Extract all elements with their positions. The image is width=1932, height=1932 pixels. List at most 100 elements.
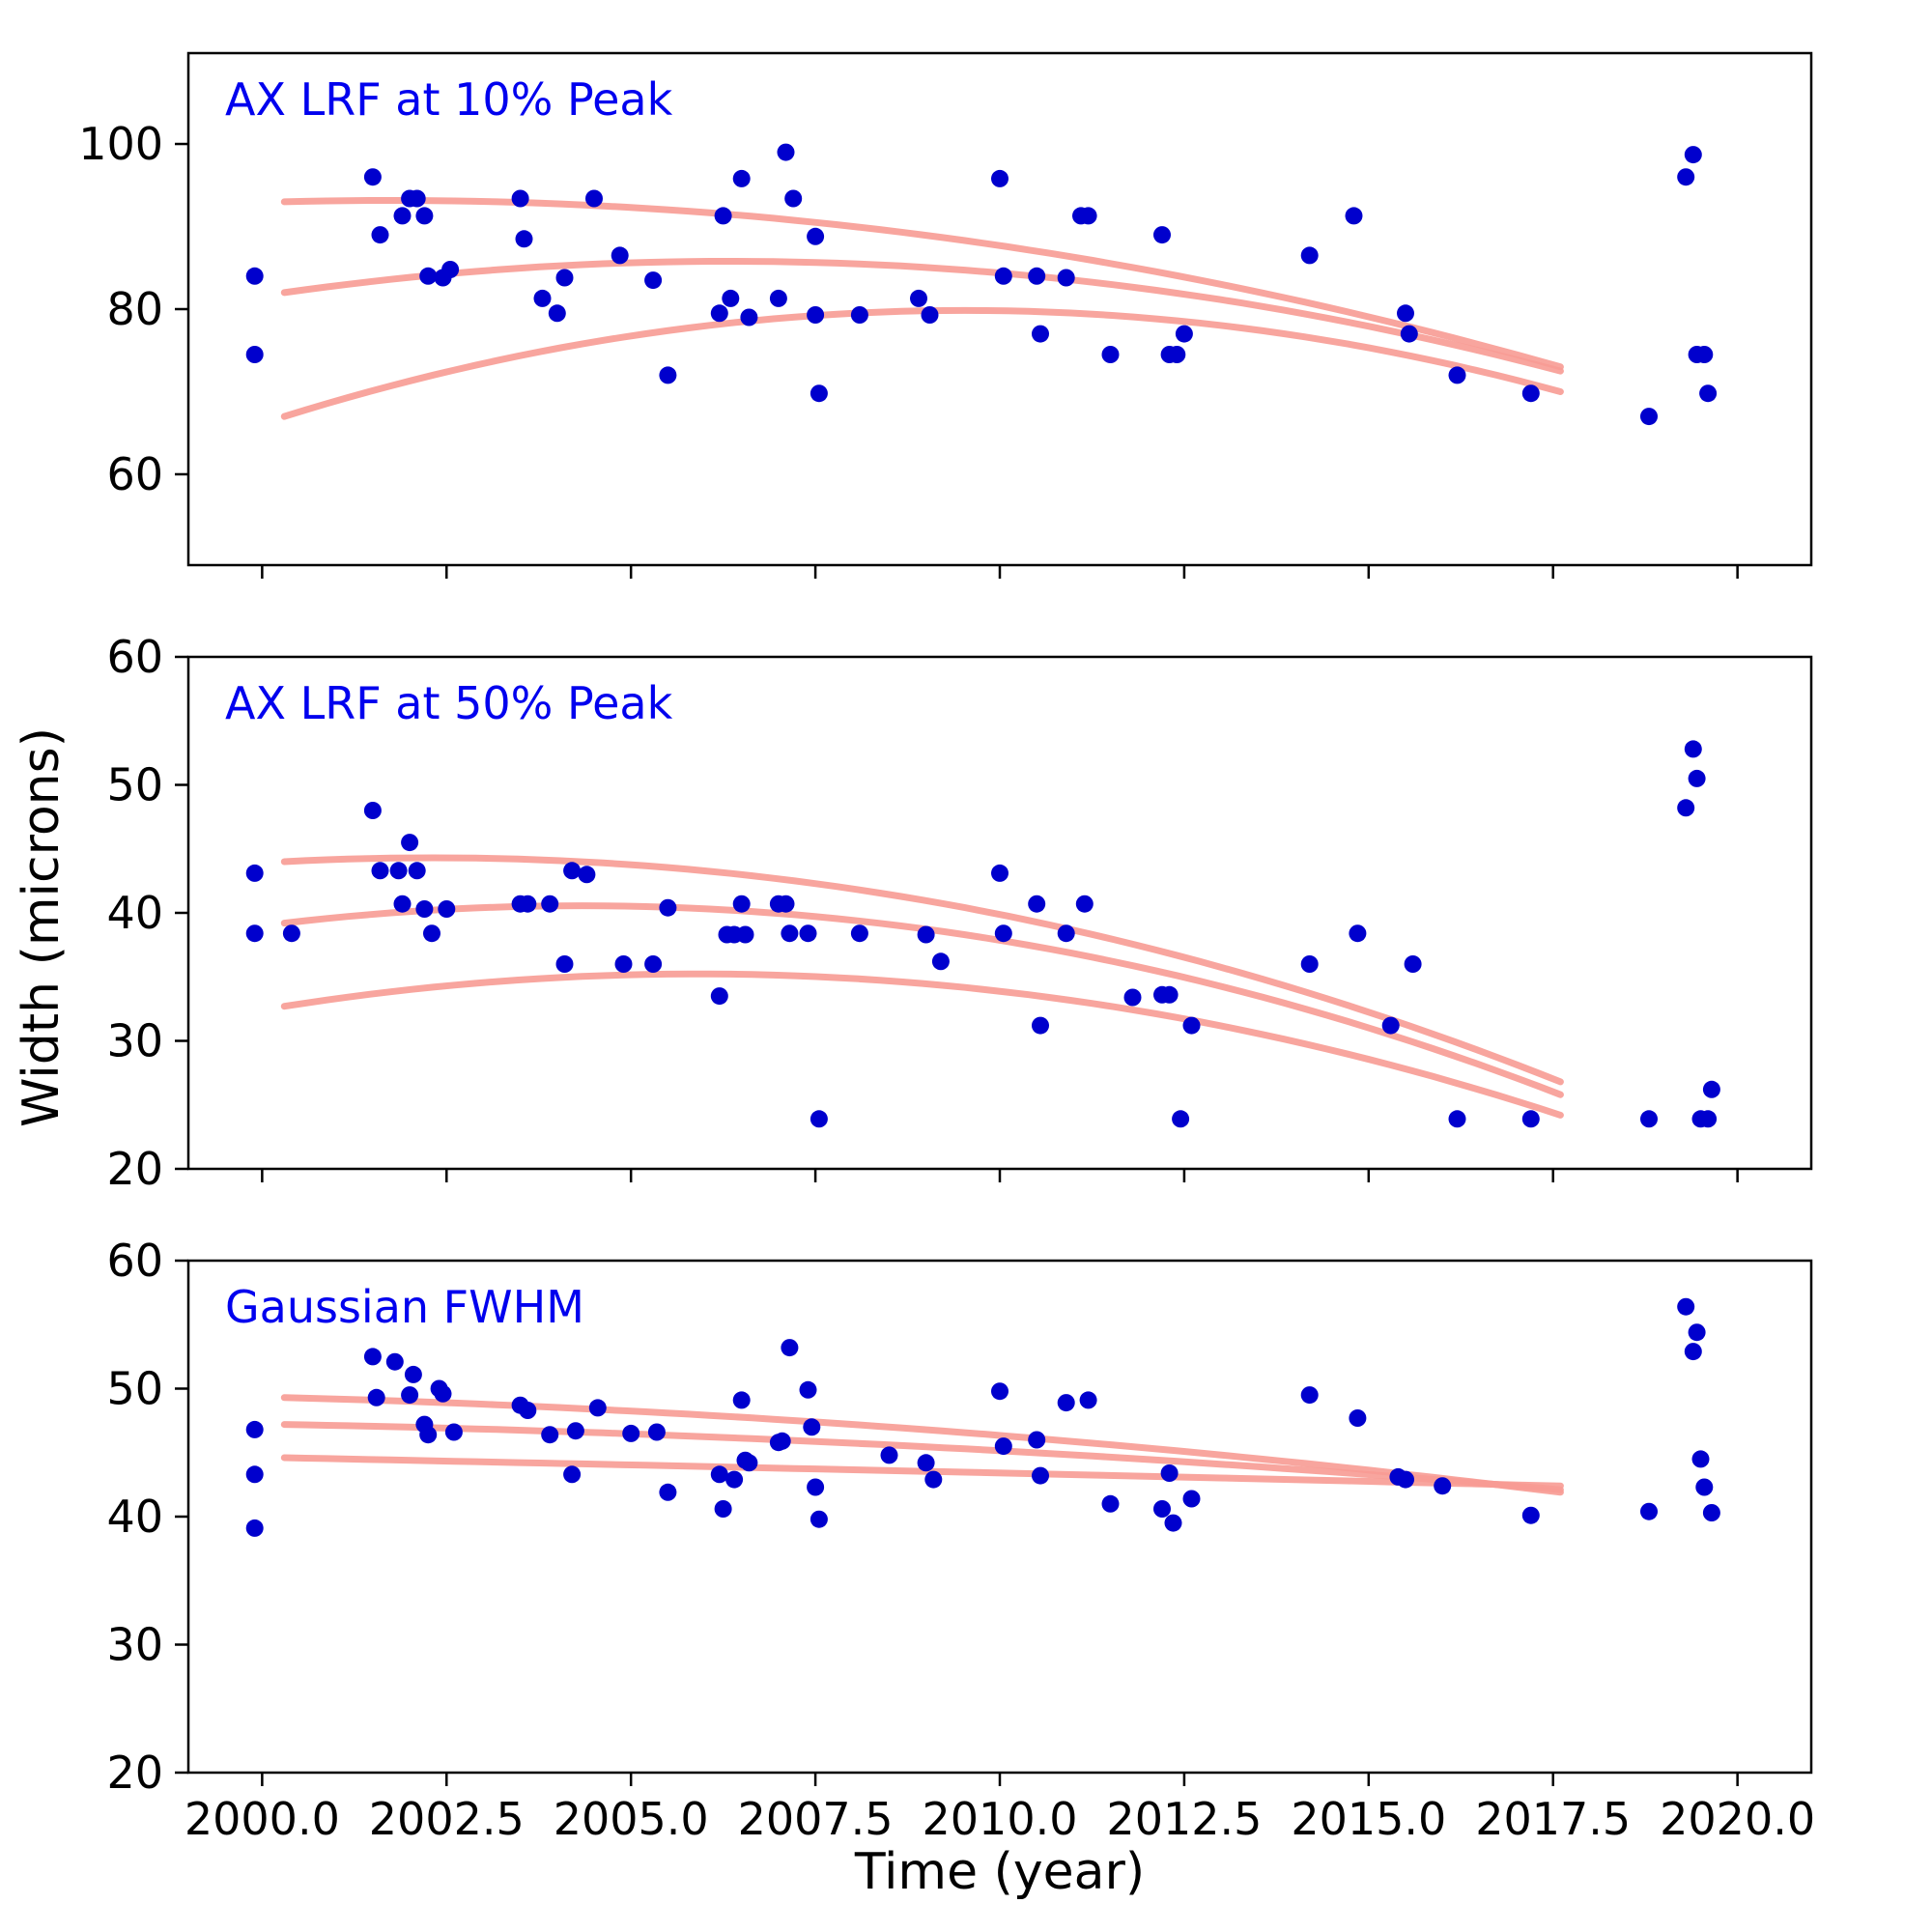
y-tick-label: 60 xyxy=(106,448,163,500)
scatter-point xyxy=(810,1110,828,1128)
scatter-point xyxy=(1677,168,1695,186)
scatter-point xyxy=(434,1384,452,1403)
scatter-point xyxy=(548,304,566,323)
panel-1: 60 80 100 AX LRF at 10% Peak xyxy=(78,51,1813,579)
scatter-point xyxy=(415,900,434,918)
scatter-point xyxy=(1699,384,1718,403)
scatter-point xyxy=(1404,955,1422,973)
y-tick-label: 100 xyxy=(78,118,163,170)
scatter-point xyxy=(393,895,412,913)
scatter-point xyxy=(1684,1343,1702,1361)
scatter-point xyxy=(401,834,419,852)
x-tick-label: 2017.5 xyxy=(1475,1793,1631,1845)
panel-title: AX LRF at 10% Peak xyxy=(225,73,673,126)
y-tick-label: 80 xyxy=(106,283,163,335)
scatter-point xyxy=(773,1432,791,1450)
scatter-point xyxy=(519,895,537,913)
fit-curves xyxy=(280,197,1564,420)
y-tick-label: 50 xyxy=(106,1363,163,1415)
scatter-point xyxy=(363,168,382,186)
scatter-point xyxy=(710,304,728,323)
scatter-point xyxy=(1381,1016,1400,1035)
scatter-point xyxy=(541,1426,559,1444)
scatter-point xyxy=(1677,1297,1695,1316)
scatter-point xyxy=(659,1483,677,1501)
scatter-point xyxy=(1101,346,1120,363)
scatter-point xyxy=(1695,1478,1714,1496)
scatter-point xyxy=(363,1348,382,1366)
scatter-point xyxy=(245,864,264,882)
scatter-point xyxy=(647,1423,666,1441)
scatter-point xyxy=(924,1470,943,1489)
scatter-point xyxy=(1300,1386,1319,1405)
scatter-point xyxy=(659,366,677,384)
scatter-point xyxy=(363,802,382,819)
panel-2: 20 30 40 50 60 AX LRF at 50% Peak xyxy=(106,631,1813,1195)
scatter-point xyxy=(1521,1110,1540,1128)
y-tick-label: 50 xyxy=(106,759,163,811)
fit-curve xyxy=(280,1421,1564,1493)
scatter-point xyxy=(1345,207,1363,225)
scatter-point xyxy=(1028,1431,1046,1449)
scatter-point xyxy=(555,269,574,287)
scatter-point xyxy=(769,289,787,307)
scatter-point xyxy=(991,169,1009,187)
scatter-point xyxy=(1688,769,1706,787)
x-tick-label: 2010.0 xyxy=(923,1793,1078,1845)
scatter-point xyxy=(1684,740,1702,758)
y-tick-label: 40 xyxy=(106,887,163,939)
scatter-point xyxy=(1448,366,1466,384)
fit-curve xyxy=(280,1394,1564,1496)
fit-curves xyxy=(280,854,1564,1119)
y-tick-label: 30 xyxy=(106,1619,163,1671)
scatter-point xyxy=(393,207,412,225)
scatter-point xyxy=(1434,1477,1452,1495)
scatter-point xyxy=(1079,207,1097,225)
scatter-points xyxy=(245,143,1718,426)
scatter-point xyxy=(807,1478,825,1496)
scatter-point xyxy=(1640,1110,1658,1128)
scatter-point xyxy=(404,1365,422,1383)
scatter-point xyxy=(385,1352,404,1371)
scatter-point xyxy=(1349,1409,1367,1427)
scatter-point xyxy=(1397,304,1414,323)
scatter-point xyxy=(438,900,456,918)
scatter-point xyxy=(1057,1394,1075,1412)
scatter-point xyxy=(994,1437,1012,1456)
scatter-points xyxy=(245,740,1720,1128)
scatter-point xyxy=(408,189,426,208)
scatter-point xyxy=(1684,146,1702,164)
scatter-point xyxy=(921,306,939,324)
fit-curve xyxy=(280,197,1564,371)
scatter-point xyxy=(1640,408,1658,426)
scatter-point xyxy=(710,1465,728,1484)
scatter-point xyxy=(1448,1110,1466,1128)
y-tick-label: 40 xyxy=(106,1491,163,1543)
scatter-point xyxy=(807,306,825,324)
scatter-point xyxy=(714,207,732,225)
scatter-point xyxy=(511,189,529,208)
scatter-point xyxy=(245,267,264,285)
scatter-point xyxy=(1079,1391,1097,1409)
axes-frame xyxy=(186,1259,1813,1775)
scatter-point xyxy=(784,189,803,208)
scatter-point xyxy=(991,864,1009,882)
scatter-point xyxy=(1175,325,1193,343)
x-tick-label: 2007.5 xyxy=(738,1793,894,1845)
scatter-point xyxy=(781,924,799,943)
scatter-point xyxy=(1028,895,1046,913)
scatter-point xyxy=(1688,1323,1706,1342)
scatter-point xyxy=(1028,267,1046,285)
scatter-point xyxy=(1153,1500,1171,1518)
scatter-point xyxy=(1300,246,1319,265)
y-tick-label: 30 xyxy=(106,1015,163,1067)
x-tick-label: 2015.0 xyxy=(1291,1793,1446,1845)
scatter-point xyxy=(659,898,677,917)
scatter-point xyxy=(781,1339,799,1357)
scatter-point xyxy=(371,862,389,880)
y-tick-label: 20 xyxy=(106,1143,163,1195)
scatter-point xyxy=(1702,1080,1720,1098)
scatter-point xyxy=(1032,1466,1049,1485)
scatter-point xyxy=(1702,1504,1720,1521)
